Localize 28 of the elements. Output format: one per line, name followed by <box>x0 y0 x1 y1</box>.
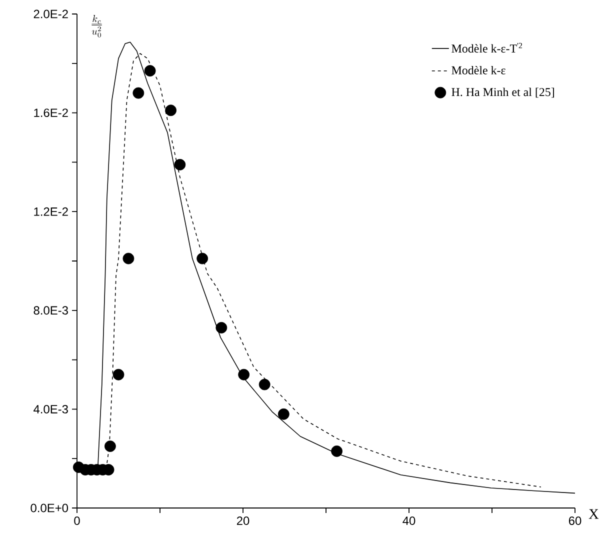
point <box>238 368 250 380</box>
point <box>278 408 290 420</box>
legend-label: Modèle k-ε <box>452 66 506 74</box>
y-tick-label: 0.0E+0 <box>30 504 68 512</box>
x-tick-label: 40 <box>402 516 416 525</box>
legend-label: Modèle k-ε-T$^{'2}$ <box>452 42 522 53</box>
point <box>112 368 124 380</box>
point <box>331 445 342 457</box>
x-tick-label: 0 <box>74 516 80 525</box>
y-axis-title: $\frac{k_c}{\overline{u_0^{2}}}$ <box>92 15 102 38</box>
y-tick-label: 1.6E-2 <box>34 108 68 118</box>
y-tick-label: 2.0E-2 <box>34 10 68 18</box>
point <box>216 322 228 334</box>
point <box>258 378 270 390</box>
point <box>104 440 116 452</box>
point <box>165 104 176 116</box>
point <box>196 252 208 264</box>
y-tick-label: 8.0E-3 <box>34 306 68 315</box>
point <box>122 252 134 264</box>
y-tick-label: 1.2E-2 <box>34 207 68 216</box>
point <box>144 65 156 77</box>
point <box>174 158 186 170</box>
x-tick-label: 20 <box>236 516 250 525</box>
legend-label: H. Ha Minh et al [25] <box>452 88 554 98</box>
x-axis-title: X <box>588 509 599 519</box>
y-tick-label: 4.0E-3 <box>34 404 68 414</box>
point <box>132 87 144 99</box>
x-tick-label: 60 <box>568 516 582 525</box>
